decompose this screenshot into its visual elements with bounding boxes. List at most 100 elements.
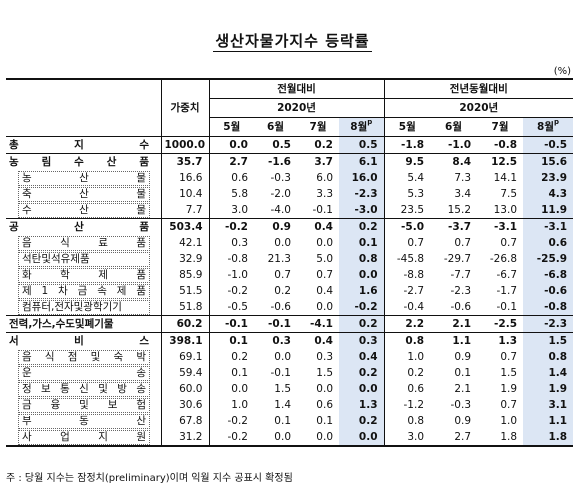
table-row: 금 융 및 보 험 30.6 1.0 1.4 0.6 1.3 -1.2 -0.3 0.7 3.1 — [6, 397, 574, 413]
weight-cell: 60.0 — [160, 381, 210, 397]
mom-cell: 0.3 — [254, 332, 297, 349]
header-month: 5월 — [384, 117, 431, 137]
weight-cell: 51.8 — [160, 299, 210, 316]
yoy-cell: 1.9 — [523, 381, 574, 397]
weight-cell: 7.7 — [160, 202, 210, 219]
mom-cell: 16.0 — [339, 170, 385, 186]
yoy-cell: 9.5 — [384, 153, 431, 170]
mom-cell: 0.0 — [209, 136, 254, 154]
yoy-cell: 8.4 — [430, 153, 478, 170]
yoy-cell: -3.7 — [430, 218, 478, 235]
mom-cell: 0.0 — [297, 429, 339, 447]
row-label: 운 송 — [6, 365, 161, 381]
yoy-cell: 0.7 — [500, 399, 518, 411]
yoy-cell: 4.3 — [523, 186, 574, 202]
mom-cell: 0.5 — [254, 136, 297, 154]
yoy-cell: -5.0 — [384, 218, 431, 235]
mom-cell: 0.2 — [339, 315, 385, 333]
yoy-cell: -1.8 — [384, 136, 431, 154]
yoy-cell: 0.8 — [384, 332, 431, 349]
yoy-cell: 23.5 — [400, 204, 425, 216]
yoy-cell: 0.2 — [407, 367, 425, 379]
mom-cell: 0.0 — [339, 381, 385, 397]
weight-cell: 60.2 — [160, 315, 210, 333]
mom-cell: 2.7 — [209, 153, 254, 170]
mom-cell: -0.6 — [270, 301, 292, 313]
weight-cell: 35.7 — [160, 153, 210, 170]
yoy-cell: 14.1 — [493, 172, 518, 184]
yoy-cell: 0.6 — [523, 235, 574, 251]
yoy-cell: 1.5 — [523, 332, 574, 349]
table-row: 화 학 제 품 85.9 -1.0 0.7 0.7 0.0 -8.8 -7.7 -6.7 -6.8 — [6, 267, 574, 283]
yoy-cell: 2.1 — [454, 383, 472, 395]
mom-cell: 3.7 — [297, 153, 339, 170]
yoy-cell: -1.0 — [430, 136, 478, 154]
mom-cell: 0.0 — [339, 429, 385, 447]
yoy-cell: 7.5 — [500, 188, 518, 200]
mom-cell: 0.4 — [297, 332, 339, 349]
yoy-cell: 1.0 — [500, 415, 518, 427]
mom-cell: 0.0 — [274, 351, 291, 363]
yoy-cell: 1.1 — [523, 413, 574, 429]
header-month: 5월 — [209, 117, 254, 137]
yoy-cell: -6.8 — [523, 267, 574, 283]
mom-cell: -0.8 — [227, 253, 249, 265]
mom-cell: 0.2 — [339, 218, 385, 235]
yoy-cell: -0.5 — [523, 136, 574, 154]
table-row: 농 림 수 산 품 35.7 2.7 -1.6 3.7 6.1 9.5 8.4 12.5 15.6 — [6, 153, 574, 170]
yoy-cell: -0.6 — [523, 283, 574, 299]
header-month: 6월 — [254, 117, 297, 137]
table-row: 서 비 스 398.1 0.1 0.3 0.4 0.3 0.8 1.1 1.3 1.5 — [6, 332, 574, 349]
mom-cell: -1.0 — [227, 269, 249, 281]
weight-cell: 1000.0 — [160, 136, 210, 154]
yoy-cell: 0.1 — [454, 367, 472, 379]
table-row: 사 업 지 원 31.2 -0.2 0.0 0.0 0.0 3.0 2.7 1.8 1.8 — [6, 429, 574, 447]
mom-cell: 0.0 — [316, 383, 333, 395]
table-row: 음 식 료 품 42.1 0.3 0.0 0.0 0.1 0.7 0.7 0.7 0.6 — [6, 235, 574, 251]
row-label: 사 업 지 원 — [6, 429, 161, 447]
mom-cell: -2.0 — [270, 188, 292, 200]
mom-cell: -0.1 — [209, 315, 254, 333]
yoy-cell: 3.0 — [384, 429, 431, 447]
weight-cell: 503.4 — [160, 218, 210, 235]
row-label: 음 식 료 품 — [6, 235, 161, 251]
row-label: 정 보 통 신 및 방 송 — [6, 381, 161, 397]
yoy-cell: 1.8 — [523, 429, 574, 447]
mom-cell: -3.0 — [339, 202, 385, 219]
yoy-cell: 15.2 — [447, 204, 472, 216]
table-row: 정 보 통 신 및 방 송 60.0 0.0 1.5 0.0 0.0 0.6 2.1 1.9 1.… — [6, 381, 574, 397]
row-label: 컴퓨터,전자및광학기기 — [6, 299, 161, 316]
price-index-table: 가중치 전월대비 전년동월대비 2020년 2020년 5월 6월 7월 8월p… — [6, 78, 574, 447]
mom-cell: 0.1 — [316, 415, 333, 427]
mom-cell: 0.3 — [231, 237, 248, 249]
mom-cell: 0.9 — [254, 218, 297, 235]
mom-cell: 0.0 — [316, 301, 333, 313]
yoy-cell: -1.2 — [403, 399, 425, 411]
yoy-cell: -2.7 — [403, 285, 425, 297]
mom-cell: 1.0 — [231, 399, 248, 411]
yoy-cell: 2.7 — [430, 429, 478, 447]
header-month: 6월 — [430, 117, 478, 137]
mom-cell: 0.0 — [231, 383, 248, 395]
yoy-cell: -7.7 — [450, 269, 472, 281]
footnote: 주 : 당월 지수는 잠정치(preliminary)이며 익월 지수 공표시 … — [6, 473, 293, 484]
yoy-cell: -29.7 — [443, 253, 472, 265]
weight-cell: 398.1 — [160, 332, 210, 349]
mom-cell: -0.3 — [270, 172, 292, 184]
mom-cell: 0.0 — [339, 267, 385, 283]
yoy-cell: 0.6 — [407, 383, 425, 395]
yoy-cell: -26.8 — [489, 253, 518, 265]
header-month-current: 8월p — [339, 117, 385, 137]
row-label: 음 식 점 및 숙 박 — [6, 349, 161, 365]
yoy-cell: -0.8 — [523, 299, 574, 316]
mom-cell: -0.2 — [209, 429, 254, 447]
yoy-cell: 5.4 — [407, 172, 425, 184]
row-label: 축 산 물 — [6, 186, 161, 202]
yoy-cell: 3.4 — [454, 188, 472, 200]
header-month: 7월 — [297, 117, 339, 137]
row-label: 수 산 물 — [6, 202, 161, 219]
yoy-cell: 23.9 — [523, 170, 574, 186]
mom-cell: 0.2 — [339, 413, 385, 429]
mom-cell: -0.5 — [227, 301, 249, 313]
mom-cell: 0.2 — [339, 365, 385, 381]
